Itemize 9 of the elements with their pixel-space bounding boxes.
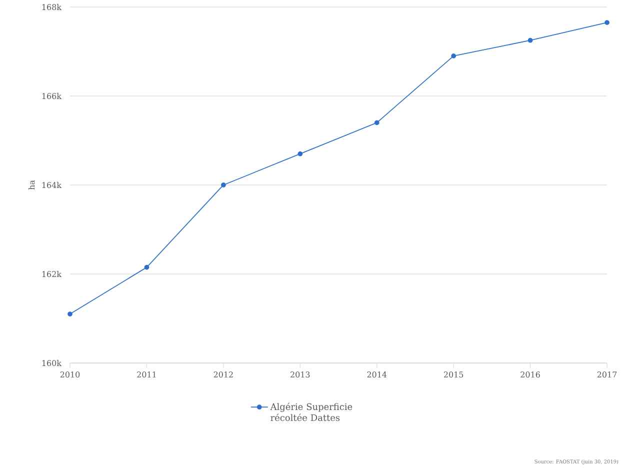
legend-label: Algérie Superficie récoltée Dattes: [270, 402, 352, 422]
point: [374, 120, 380, 126]
point: [220, 182, 226, 188]
point: [604, 20, 610, 26]
point: [528, 38, 533, 43]
point: [298, 151, 303, 156]
point: [451, 54, 456, 58]
point: [68, 312, 72, 316]
point: [144, 264, 150, 270]
